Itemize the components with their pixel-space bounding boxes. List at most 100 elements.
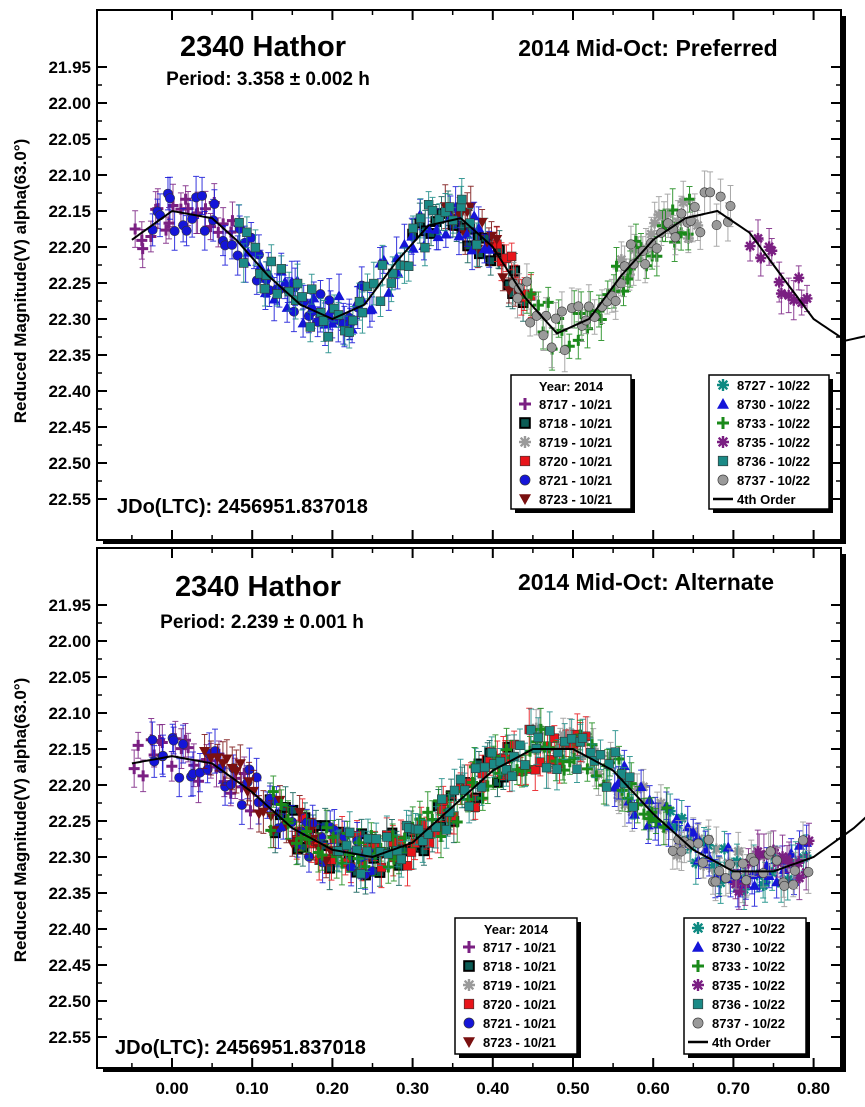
y-axis-label-bottom: Reduced Magnitude(V) alpha(63.0°) [11, 678, 30, 963]
data-point [284, 271, 294, 312]
legend-entry: 4th Order [688, 1035, 771, 1050]
legend-entry: 4th Order [713, 492, 796, 507]
data-point [352, 831, 362, 869]
x-tick-label: 0.50 [556, 1079, 589, 1098]
data-point [553, 738, 563, 767]
legend-label: 8735 - 10/22 [737, 435, 810, 450]
data-point [559, 328, 570, 373]
period-label: Period: 3.358 ± 0.002 h [166, 69, 370, 90]
x-tick-label: 0.60 [637, 1079, 670, 1098]
plot-frame-shadow [103, 540, 846, 544]
data-point [663, 208, 674, 238]
fit-curve [131, 748, 865, 873]
legend-label: 8737 - 10/22 [737, 473, 810, 488]
x-tick-label: 0.80 [797, 1079, 830, 1098]
data-point [239, 243, 249, 283]
legend-label: 8717 - 10/21 [483, 940, 556, 955]
legend-entry: 8737 - 10/22 [692, 1016, 785, 1031]
legend-entry: 8720 - 10/21 [463, 997, 556, 1012]
data-point [798, 821, 809, 860]
legend-right: 8727 - 10/22 8730 - 10/22 8733 - 10/22 8735… [683, 917, 810, 1058]
y-tick-label: 22.35 [48, 346, 91, 365]
data-point [377, 244, 388, 286]
legend-label: 8727 - 10/22 [737, 378, 810, 393]
data-point [556, 291, 567, 332]
data-point [577, 718, 588, 758]
legend-label: 8721 - 10/21 [539, 473, 612, 488]
x-tick-label: 0.10 [236, 1079, 269, 1098]
data-point [174, 758, 185, 798]
data-point [307, 273, 317, 305]
data-point [725, 184, 736, 228]
data-point [495, 748, 506, 776]
data-point [541, 746, 552, 789]
legend-entry: 8733 - 10/22 [717, 416, 810, 431]
legend-right: 8727 - 10/22 8730 - 10/22 8733 - 10/22 8735… [708, 374, 833, 513]
y-tick-label: 22.55 [48, 490, 91, 509]
data-point [321, 809, 333, 846]
data-point [353, 828, 365, 858]
legend-entry: 8727 - 10/22 [717, 378, 810, 393]
chart-subtitle: 2014 Mid-Oct: Alternate [518, 569, 774, 595]
data-point [583, 284, 594, 329]
legend-label: 8723 - 10/21 [483, 1035, 556, 1050]
data-point [199, 733, 211, 769]
data-point [435, 814, 447, 859]
legend-header: Year: 2014 [539, 379, 604, 394]
legend-label: 8733 - 10/22 [712, 959, 785, 974]
legend-label: 8736 - 10/22 [737, 454, 810, 469]
legend-label: 8718 - 10/21 [483, 959, 556, 974]
legend-entry: 8727 - 10/22 [692, 921, 785, 936]
data-point [572, 755, 582, 783]
data-points [128, 707, 815, 910]
data-point [294, 794, 306, 830]
legend-label: 8730 - 10/22 [737, 397, 810, 412]
data-point [803, 849, 814, 894]
data-point [437, 778, 447, 821]
data-point [301, 810, 313, 853]
y-tick-label: 22.25 [48, 812, 91, 831]
y-tick-label: 22.10 [48, 166, 91, 185]
chart-panel-preferred: 21.95 22.00 22.05 22.10 22.15 22.20 22.25 22.30… [48, 9, 865, 544]
data-point [181, 215, 192, 247]
y-tick-label: 22.45 [48, 956, 91, 975]
data-point [242, 216, 252, 249]
y-tick-label: 22.40 [48, 920, 91, 939]
y-tick-label: 21.95 [48, 596, 91, 615]
y-tick-label: 22.05 [48, 668, 91, 687]
legend-entry: 8730 - 10/22 [717, 397, 810, 412]
data-point [178, 724, 189, 764]
y-axis-label-top: Reduced Magnitude(V) alpha(63.0°) [11, 139, 30, 424]
data-point [793, 265, 805, 291]
data-point [383, 838, 393, 870]
data-point [305, 311, 316, 343]
data-point [628, 242, 639, 286]
jd-label: JDo(LTC): 2456951.837018 [115, 1037, 366, 1059]
data-point [697, 846, 708, 879]
data-point [793, 855, 805, 901]
y-tick-label: 22.15 [48, 740, 91, 759]
data-point [188, 743, 200, 788]
legend-entry: 8719 - 10/21 [463, 978, 556, 993]
data-point [491, 225, 503, 253]
data-point [323, 320, 334, 354]
legend-entry: 8736 - 10/22 [692, 997, 785, 1012]
legend-label: 8735 - 10/22 [712, 978, 785, 993]
data-point [789, 852, 800, 890]
data-point [559, 723, 570, 761]
legend-label: 8727 - 10/22 [712, 921, 785, 936]
period-label: Period: 2.239 ± 0.001 h [160, 612, 364, 633]
legend-box [454, 917, 578, 1055]
data-point [230, 749, 242, 794]
data-point [771, 846, 782, 875]
data-point [396, 841, 406, 878]
data-point [197, 176, 208, 215]
legend-label: 8717 - 10/21 [539, 397, 612, 412]
y-tick-label: 22.10 [48, 704, 91, 723]
fit-curve [131, 209, 865, 342]
y-tick-label: 22.35 [48, 884, 91, 903]
y-tick-label: 22.55 [48, 1028, 91, 1047]
y-tick-label: 22.25 [48, 274, 91, 293]
data-point [348, 305, 358, 336]
data-point [748, 846, 759, 877]
